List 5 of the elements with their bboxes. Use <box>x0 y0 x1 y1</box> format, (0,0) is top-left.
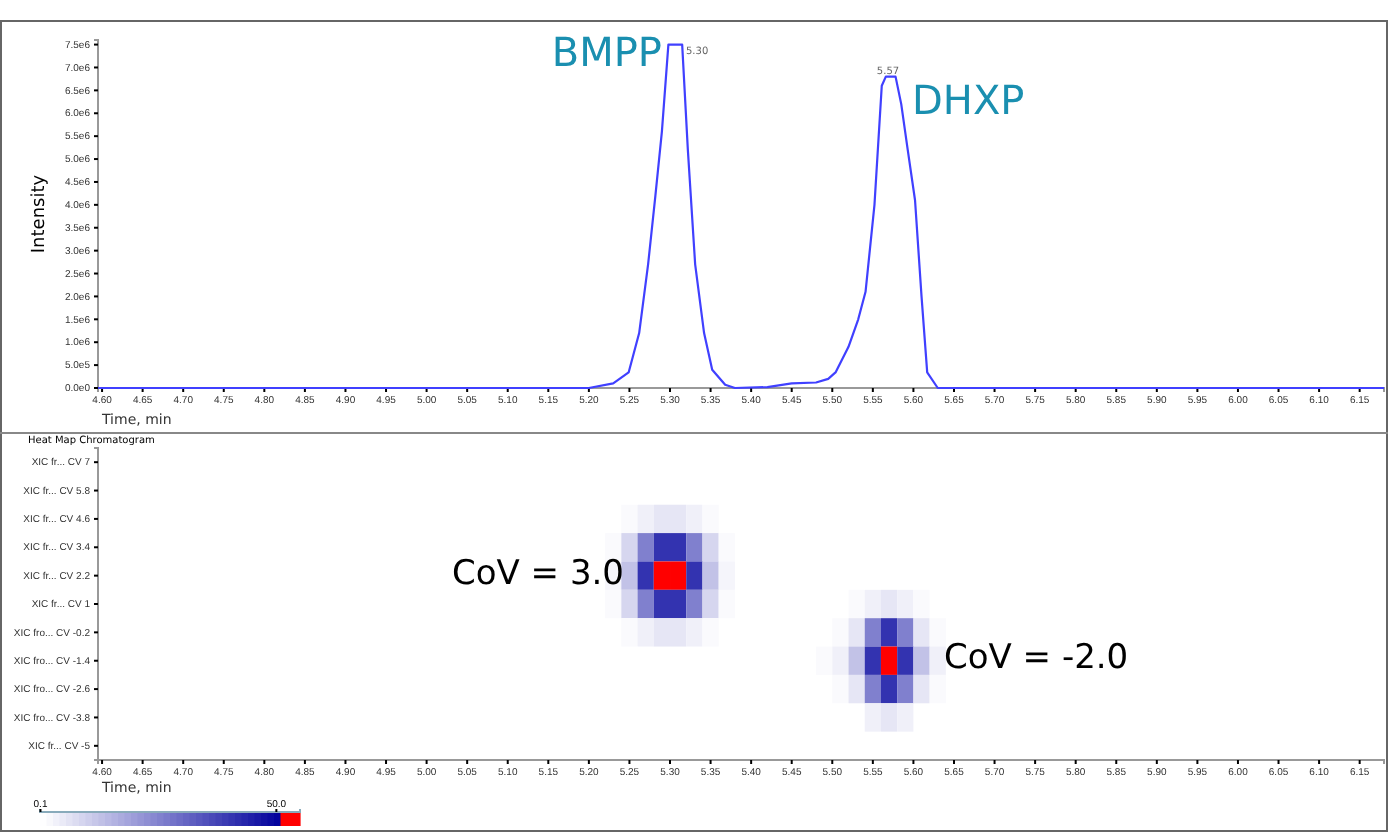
y-axis-title: Intensity <box>30 173 50 254</box>
annotation: CoV = -2.0 <box>944 638 1129 678</box>
annotation: CoV = 3.0 <box>452 554 624 594</box>
annotation: DHXP <box>912 76 1025 124</box>
annotation: BMPP <box>551 28 662 76</box>
